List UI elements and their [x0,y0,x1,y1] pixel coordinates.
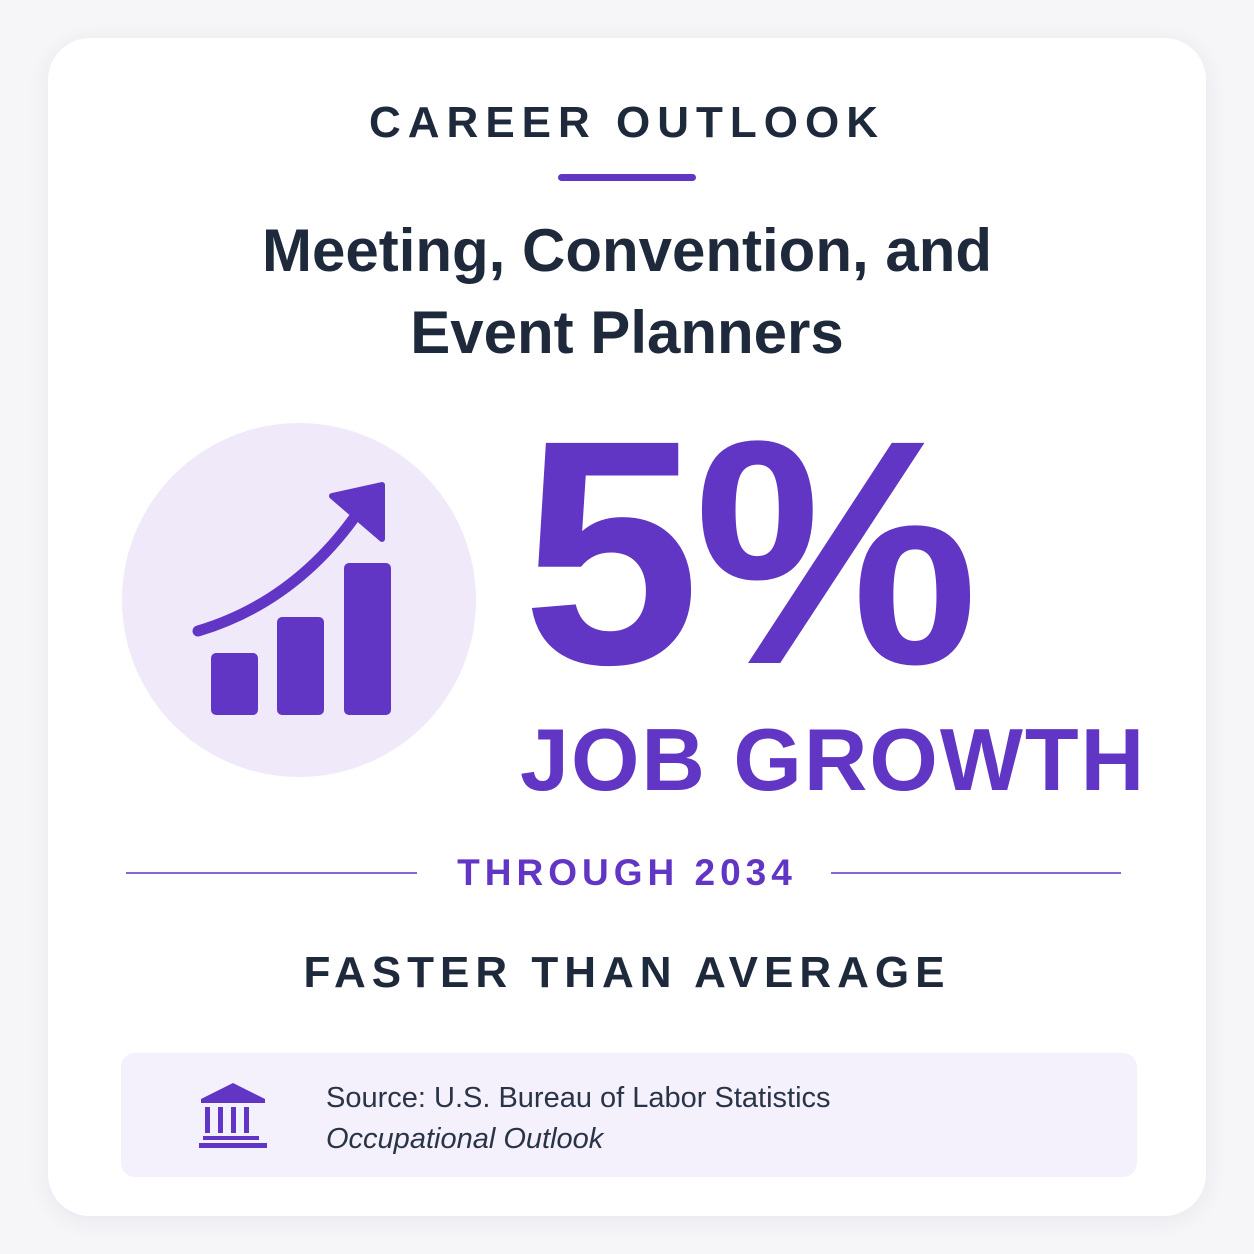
source-line-2: Occupational Outlook [326,1123,604,1155]
divider-right [831,872,1121,874]
source-line-1: Source: U.S. Bureau of Labor Statistics [326,1082,831,1114]
growth-label: JOB GROWTH [520,710,1147,809]
source-box [121,1053,1137,1177]
accent-divider [558,174,696,181]
title-line-1: Meeting, Convention, and [262,217,992,284]
period-label: THROUGH 2034 [457,852,797,893]
title-line-2: Event Planners [410,299,844,366]
page-title: Meeting, Convention, and Event Planners [0,210,1254,374]
growth-percent: 5% [522,373,978,731]
chart-growth-icon [122,423,476,777]
eyebrow-heading: CAREER OUTLOOK [369,98,885,147]
bank-building-icon [199,1083,267,1148]
divider-left [126,872,417,874]
comparison-label: FASTER THAN AVERAGE [303,948,951,997]
source-text: Source: U.S. Bureau of Labor Statistics … [326,1078,831,1160]
